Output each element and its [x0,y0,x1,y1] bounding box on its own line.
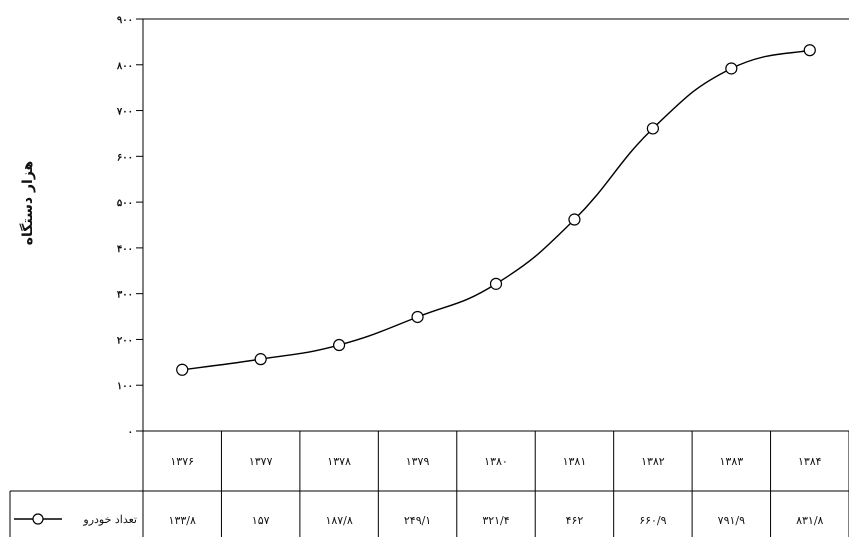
data-value-label: ۱۵۷ [252,514,270,527]
data-value-label: ۸۳۱/۸ [796,514,823,527]
y-tick-label: ۷۰۰ [116,107,133,118]
x-tick-label: ۱۳۸۳ [720,455,744,468]
data-point [489,277,503,290]
x-tick-label: ۱۳۸۱ [563,455,587,468]
y-tick-label: ۰ [128,427,133,438]
data-point [176,363,189,376]
y-tick-label: ۳۰۰ [117,290,133,301]
x-tick-label: ۱۳۸۰ [484,455,508,468]
x-tick-label: ۱۳۷۹ [406,455,430,468]
y-axis: ۰ ۱۰۰ ۲۰۰ ۳۰۰ ۴۰۰ ۵۰۰ ۶۰۰ ۷۰۰ ۸۰۰ ۹۰۰ [116,15,143,438]
x-tick-label: ۱۳۸۲ [641,455,665,468]
chart-frame [142,18,849,537]
series-line [182,49,810,371]
data-point [803,44,816,57]
y-tick-label: ۴۰۰ [117,244,133,255]
y-tick-label: ۲۰۰ [117,335,133,346]
legend-marker [32,513,44,525]
data-table: ۱۳۷۶ ۱۳۷۷ ۱۳۷۸ ۱۳۷۹ ۱۳۸۰ ۱۳۸۱ ۱۳۸۲ ۱۳۸۳ ۱۳۸۴ ۱۳۳/… [9,430,849,537]
data-value-label: ۶۶۰/۹ [639,514,666,527]
y-tick-label: ۹۰۰ [117,15,133,26]
y-tick-label: ۶۰۰ [117,152,133,163]
y-axis-label: هزار دستگاه [19,161,36,245]
legend: تعداد خودرو [14,513,137,526]
data-value-label: ۱۸۷/۸ [325,514,352,527]
data-point [333,338,346,352]
data-point [568,213,581,226]
data-value-label: ۲۴۹/۱ [404,514,431,527]
data-value-label: ۳۲۱/۴ [482,514,509,527]
y-tick-label: ۱۰۰ [117,381,133,392]
x-tick-label: ۱۳۷۶ [170,455,194,468]
data-point [411,310,424,324]
data-value-label: ۴۶۲ [566,514,584,527]
data-point [725,62,738,75]
y-tick-label: ۵۰۰ [117,198,133,209]
data-point [646,122,659,135]
x-tick-label: ۱۳۷۷ [249,455,273,468]
y-tick-label: ۸۰۰ [116,61,133,72]
series-line-group [176,44,816,376]
data-point [254,353,267,366]
x-tick-label: ۱۳۷۸ [327,455,351,468]
data-value-label: ۱۳۳/۸ [169,514,196,527]
data-value-label: ۷۹۱/۹ [718,514,745,527]
x-tick-label: ۱۳۸۴ [798,455,822,468]
legend-label: تعداد خودرو [82,513,137,526]
